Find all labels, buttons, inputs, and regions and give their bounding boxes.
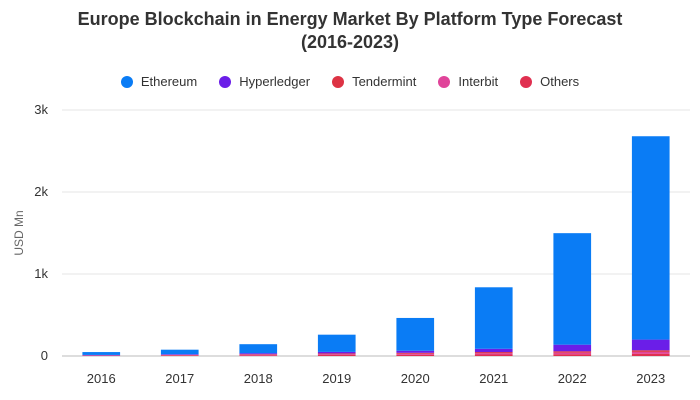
legend-swatch-icon <box>120 75 133 88</box>
bar-hyperledger-2017[interactable] <box>160 354 199 355</box>
x-tick-label: 2016 <box>87 371 116 386</box>
y-axis-title: USD Mn <box>12 210 26 255</box>
bar-tendermint-2022[interactable] <box>553 351 592 353</box>
bar-hyperledger-2018[interactable] <box>239 353 278 355</box>
bar-ethereum-2023[interactable] <box>631 136 670 340</box>
bar-hyperledger-2020[interactable] <box>396 350 435 353</box>
legend-item-ethereum[interactable]: Ethereum <box>120 74 198 89</box>
bar-others-2019[interactable] <box>317 355 356 356</box>
bar-others-2022[interactable] <box>553 354 592 356</box>
x-tick-label: 2021 <box>479 371 508 386</box>
bar-interbit-2021[interactable] <box>474 353 513 355</box>
bar-hyperledger-2019[interactable] <box>317 351 356 354</box>
x-tick-label: 2018 <box>244 371 273 386</box>
bar-tendermint-2023[interactable] <box>631 350 670 352</box>
bar-ethereum-2021[interactable] <box>474 287 513 349</box>
legend-item-interbit[interactable]: Interbit <box>438 74 498 89</box>
bar-others-2020[interactable] <box>396 354 435 356</box>
legend-label: Interbit <box>458 74 499 89</box>
chart-title-line-2: (2016-2023) <box>300 32 400 52</box>
x-axis: 2016 2017 2018 2019 2020 2021 2022 2023 <box>87 371 665 386</box>
x-tick-label: 2019 <box>322 371 351 386</box>
chart-title-line-1: Europe Blockchain in Energy Market By Pl… <box>77 9 623 29</box>
bar-ethereum-2017[interactable] <box>160 349 199 355</box>
bar-hyperledger-2022[interactable] <box>553 344 592 352</box>
bar-ethereum-2018[interactable] <box>239 344 278 354</box>
bar-ethereum-2020[interactable] <box>396 317 435 351</box>
x-tick-label: 2022 <box>558 371 587 386</box>
bar-tendermint-2019[interactable] <box>317 353 356 355</box>
y-tick-label: 3k <box>34 102 48 117</box>
grid-layer <box>62 109 690 357</box>
bar-interbit-2022[interactable] <box>553 352 592 355</box>
bar-tendermint-2020[interactable] <box>396 352 435 354</box>
bar-others-2023[interactable] <box>631 353 670 356</box>
y-tick-label: 0 <box>41 348 48 363</box>
legend-swatch-icon <box>332 75 345 88</box>
bar-interbit-2019[interactable] <box>317 354 356 356</box>
y-tick-label: 2k <box>34 184 48 199</box>
bar-others-2018[interactable] <box>239 355 278 356</box>
bar-tendermint-2018[interactable] <box>239 354 278 355</box>
bar-interbit-2023[interactable] <box>631 351 670 354</box>
legend-swatch-icon <box>219 75 232 88</box>
legend-label: Others <box>540 74 580 89</box>
y-axis: 0 1k 2k 3k <box>34 102 48 363</box>
bar-others-2021[interactable] <box>474 354 513 356</box>
bar-interbit-2020[interactable] <box>396 353 435 355</box>
legend-swatch-icon <box>520 75 533 88</box>
bar-ethereum-2019[interactable] <box>317 334 356 352</box>
legend-label: Tendermint <box>352 74 417 89</box>
bar-tendermint-2021[interactable] <box>474 352 513 354</box>
bar-hyperledger-2023[interactable] <box>631 339 670 351</box>
chart-legend: Ethereum Hyperledger Tendermint Interbit Oth… <box>0 74 700 89</box>
bars-layer <box>82 136 670 356</box>
x-tick-label: 2020 <box>401 371 430 386</box>
y-tick-label: 1k <box>34 266 48 281</box>
legend-item-tendermint[interactable]: Tendermint <box>332 74 416 89</box>
legend-swatch-icon <box>438 75 451 88</box>
legend-item-hyperledger[interactable]: Hyperledger <box>219 74 310 89</box>
legend-item-others[interactable]: Others <box>520 74 579 89</box>
legend-label: Ethereum <box>140 74 198 89</box>
bar-ethereum-2016[interactable] <box>82 352 121 355</box>
chart-title: Europe Blockchain in Energy Market By Pl… <box>0 8 700 54</box>
x-tick-label: 2023 <box>636 371 665 386</box>
bar-hyperledger-2021[interactable] <box>474 348 513 353</box>
legend-label: Hyperledger <box>239 74 311 89</box>
bar-ethereum-2022[interactable] <box>553 233 592 345</box>
x-tick-label: 2017 <box>165 371 194 386</box>
